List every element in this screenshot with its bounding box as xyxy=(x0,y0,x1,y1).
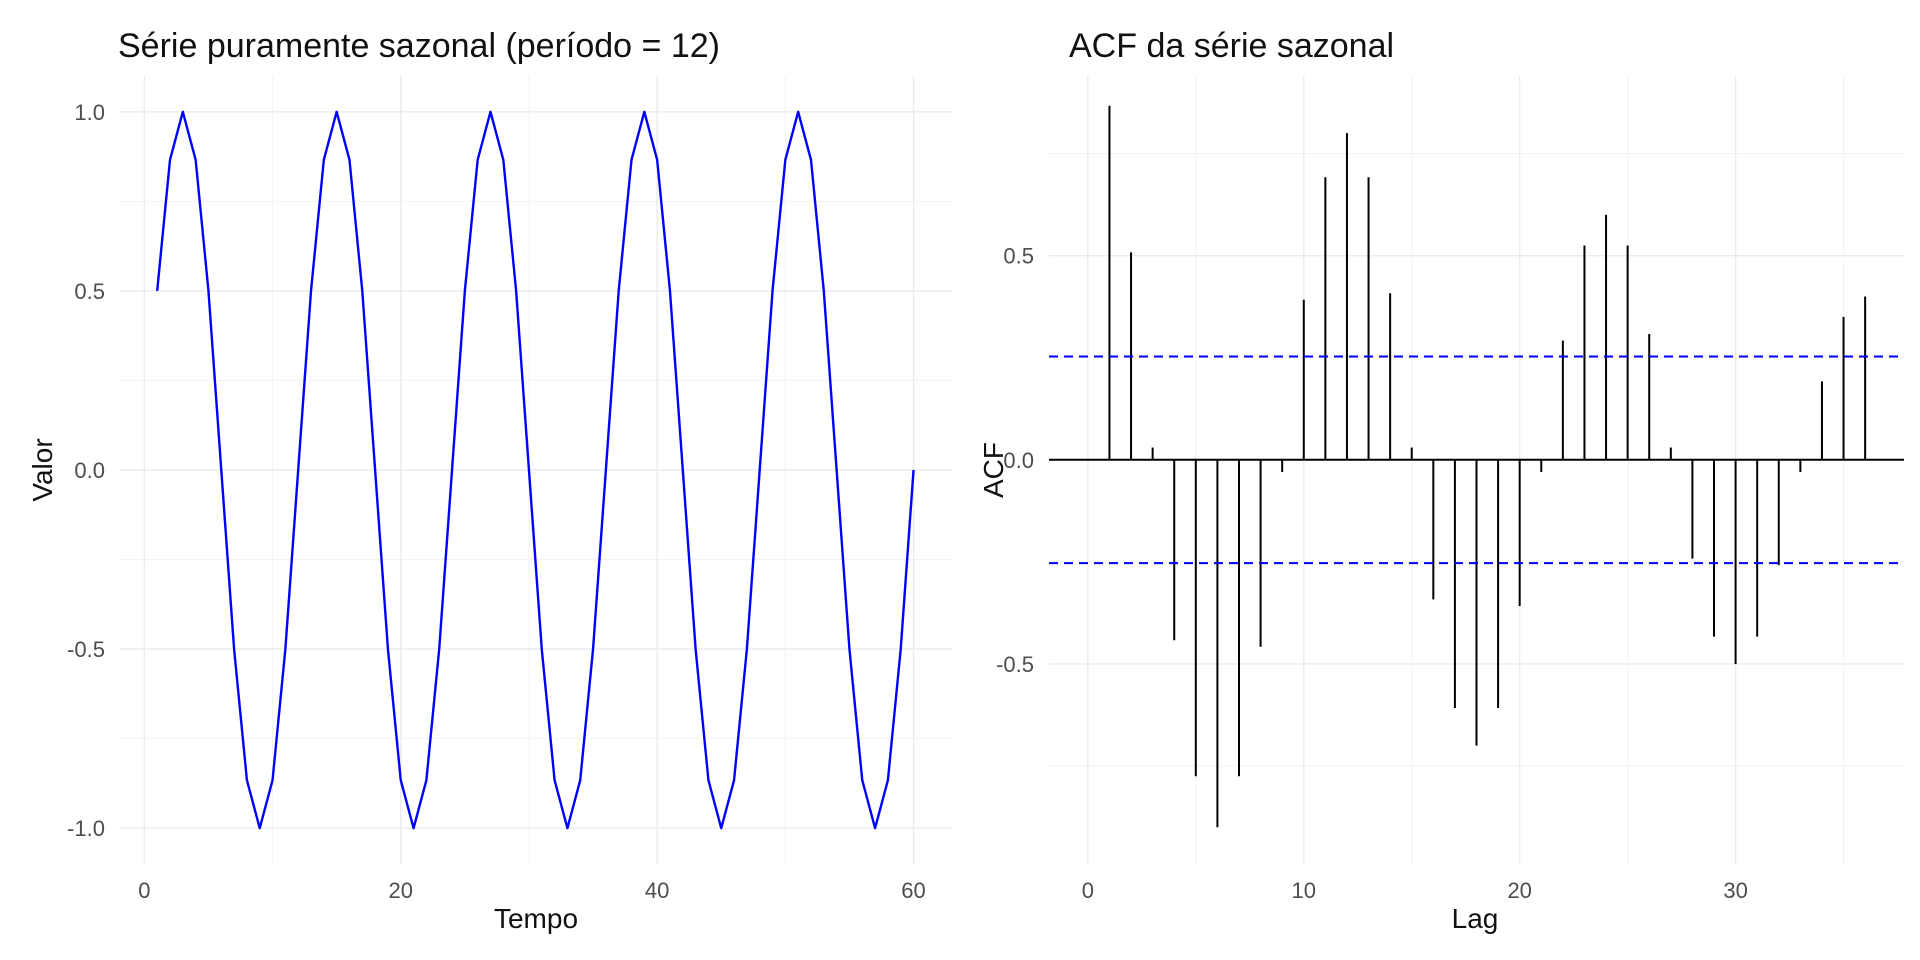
acf-y-label: ACF xyxy=(978,442,1009,498)
seasonal-series-x-label: Tempo xyxy=(494,903,578,934)
seasonal-series-x-tick-label: 0 xyxy=(138,878,150,903)
seasonal-series-y-label: Valor xyxy=(27,438,58,501)
acf-ticks: 0 10 20 30 -0.5 0.0 0.5 xyxy=(996,244,1748,903)
seasonal-series-panel: Série puramente sazonal (período = 12) 0… xyxy=(27,27,952,934)
seasonal-series-x-tick-label: 40 xyxy=(645,878,669,903)
seasonal-series-ticks: 0 20 40 60 -1.0 -0.5 0.0 0.5 1.0 xyxy=(67,100,926,903)
seasonal-series-grid xyxy=(120,76,952,864)
seasonal-series-line-group xyxy=(155,110,915,830)
acf-title: ACF da série sazonal xyxy=(1069,27,1394,65)
seasonal-series-y-tick-label: -1.0 xyxy=(67,816,105,841)
seasonal-series-y-tick-label: 0.5 xyxy=(74,279,105,304)
seasonal-series-y-tick-label: 0.0 xyxy=(74,458,105,483)
acf-panel: ACF da série sazonal 0 10 20 30 -0.5 0.0 0.5 L… xyxy=(978,27,1904,934)
seasonal-series-y-tick-label: -0.5 xyxy=(67,637,105,662)
acf-y-tick-label: -0.5 xyxy=(996,652,1034,677)
seasonal-series-title: Série puramente sazonal (período = 12) xyxy=(118,27,720,65)
acf-x-tick-label: 0 xyxy=(1082,878,1094,903)
acf-x-tick-label: 10 xyxy=(1292,878,1316,903)
seasonal-series-x-tick-label: 20 xyxy=(389,878,413,903)
acf-x-tick-label: 20 xyxy=(1507,878,1531,903)
acf-confidence-bounds xyxy=(1049,355,1904,565)
acf-y-tick-label: 0.5 xyxy=(1003,244,1034,269)
seasonal-series-y-tick-label: 1.0 xyxy=(74,100,105,125)
acf-bars xyxy=(1049,105,1904,828)
acf-x-label: Lag xyxy=(1452,903,1499,934)
seasonal-series-x-tick-label: 60 xyxy=(901,878,925,903)
acf-x-tick-label: 30 xyxy=(1723,878,1747,903)
seasonal-series-line xyxy=(155,110,915,830)
acf-y-tick-label: 0.0 xyxy=(1003,448,1034,473)
